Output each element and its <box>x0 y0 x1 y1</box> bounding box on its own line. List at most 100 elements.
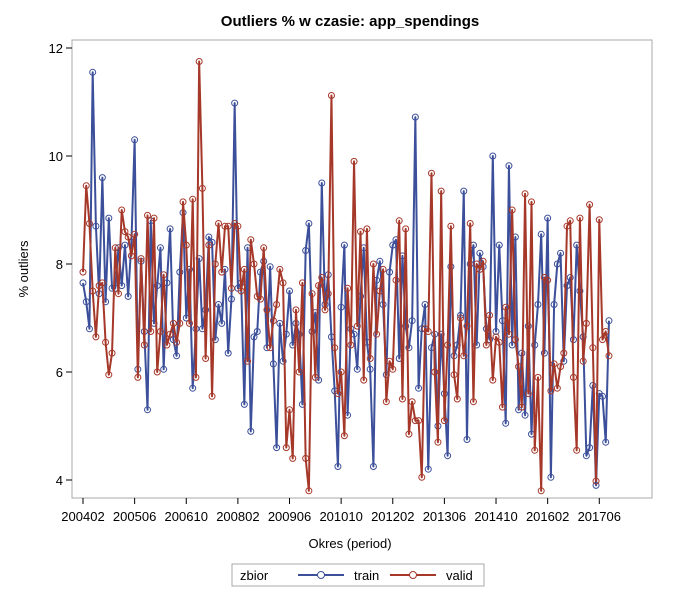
data-point-valid <box>544 276 552 284</box>
data-point-train <box>566 274 574 281</box>
data-point-valid <box>534 373 542 381</box>
data-point-valid <box>137 255 145 263</box>
data-point-valid <box>144 211 152 219</box>
x-tick-label: 200906 <box>268 509 311 524</box>
data-point-train <box>253 328 261 335</box>
data-point-valid <box>460 352 468 360</box>
data-point-train <box>605 317 613 325</box>
data-point-valid <box>366 355 374 362</box>
data-point-valid <box>195 58 203 65</box>
data-point-valid <box>389 365 397 373</box>
data-point-train <box>189 384 197 392</box>
data-point-train <box>273 444 281 452</box>
data-point-train <box>553 260 561 268</box>
data-point-valid <box>79 268 87 276</box>
data-point-valid <box>447 222 455 230</box>
data-point-valid <box>605 352 613 360</box>
x-tick-label: 200802 <box>216 509 259 524</box>
data-point-valid <box>305 487 313 495</box>
data-point-train <box>540 349 548 357</box>
data-point-valid <box>599 336 607 344</box>
data-point-valid <box>505 330 513 338</box>
data-point-valid <box>560 349 568 357</box>
legend-title: zbior <box>240 568 269 583</box>
data-point-valid <box>327 92 335 100</box>
data-point-valid <box>334 390 342 398</box>
data-point-valid <box>469 398 477 406</box>
data-point-train <box>211 336 219 344</box>
y-tick-label: 12 <box>49 41 63 56</box>
data-point-train <box>302 247 310 254</box>
data-point-valid <box>82 182 90 190</box>
data-point-valid <box>582 319 590 327</box>
data-point-valid <box>98 279 106 287</box>
data-point-valid <box>550 360 558 368</box>
data-point-train <box>405 344 413 352</box>
data-point-valid <box>521 190 529 198</box>
data-point-valid <box>163 341 171 349</box>
data-point-valid <box>311 373 319 381</box>
data-point-valid <box>221 222 229 230</box>
data-point-train <box>121 241 129 249</box>
x-tick-label: 201010 <box>319 509 362 524</box>
data-point-train <box>521 411 529 419</box>
data-point-valid <box>586 201 594 209</box>
data-point-valid <box>340 432 348 440</box>
data-point-valid <box>121 228 129 236</box>
data-point-valid <box>360 376 368 384</box>
data-point-valid <box>273 301 281 308</box>
y-axis: 4 6 8 10 12 <box>49 41 72 488</box>
data-point-valid <box>569 373 577 381</box>
data-point-valid <box>553 384 561 392</box>
data-point-valid <box>547 387 555 395</box>
x-tick-label: 201706 <box>578 509 621 524</box>
x-tick-label: 201602 <box>526 509 569 524</box>
data-point-train <box>266 263 274 271</box>
chart-title: Outliers % w czasie: app_spendings <box>221 13 479 30</box>
data-point-valid <box>450 371 458 379</box>
data-point-train <box>602 438 610 446</box>
data-point-train <box>563 282 571 290</box>
data-point-train <box>218 319 226 327</box>
data-point-train <box>108 284 116 292</box>
data-point-train <box>160 365 168 373</box>
data-point-train <box>408 317 416 325</box>
data-point-valid <box>357 228 364 236</box>
data-point-train <box>286 287 294 295</box>
data-point-valid <box>589 344 597 352</box>
series-valid <box>79 58 613 495</box>
data-point-valid <box>402 225 410 233</box>
data-point-valid <box>415 417 423 425</box>
data-point-valid <box>573 446 581 454</box>
data-point-train <box>582 452 590 460</box>
data-point-valid <box>266 344 274 352</box>
y-tick-label: 10 <box>49 149 63 164</box>
data-point-valid <box>379 265 387 273</box>
data-point-valid <box>237 287 245 295</box>
data-point-train <box>124 292 132 300</box>
data-point-valid <box>344 284 352 292</box>
data-point-valid <box>263 306 271 314</box>
series-line-valid <box>82 60 610 492</box>
data-point-train <box>411 113 419 121</box>
data-point-valid <box>202 355 210 362</box>
data-point-train <box>489 152 497 160</box>
data-point-valid <box>337 368 345 376</box>
data-point-valid <box>482 341 490 349</box>
data-point-valid <box>160 271 168 279</box>
data-point-train <box>550 301 558 308</box>
data-point-valid <box>140 341 148 349</box>
data-point-valid <box>192 373 200 381</box>
data-point-valid <box>408 398 416 406</box>
data-point-valid <box>276 265 284 273</box>
data-point-train <box>366 365 374 373</box>
data-point-valid <box>602 328 610 335</box>
data-point-train <box>176 268 184 276</box>
data-point-train <box>173 352 181 360</box>
data-point-valid <box>308 290 316 298</box>
data-point-valid <box>476 265 484 273</box>
data-point-train <box>402 322 410 330</box>
data-point-valid <box>489 376 497 384</box>
